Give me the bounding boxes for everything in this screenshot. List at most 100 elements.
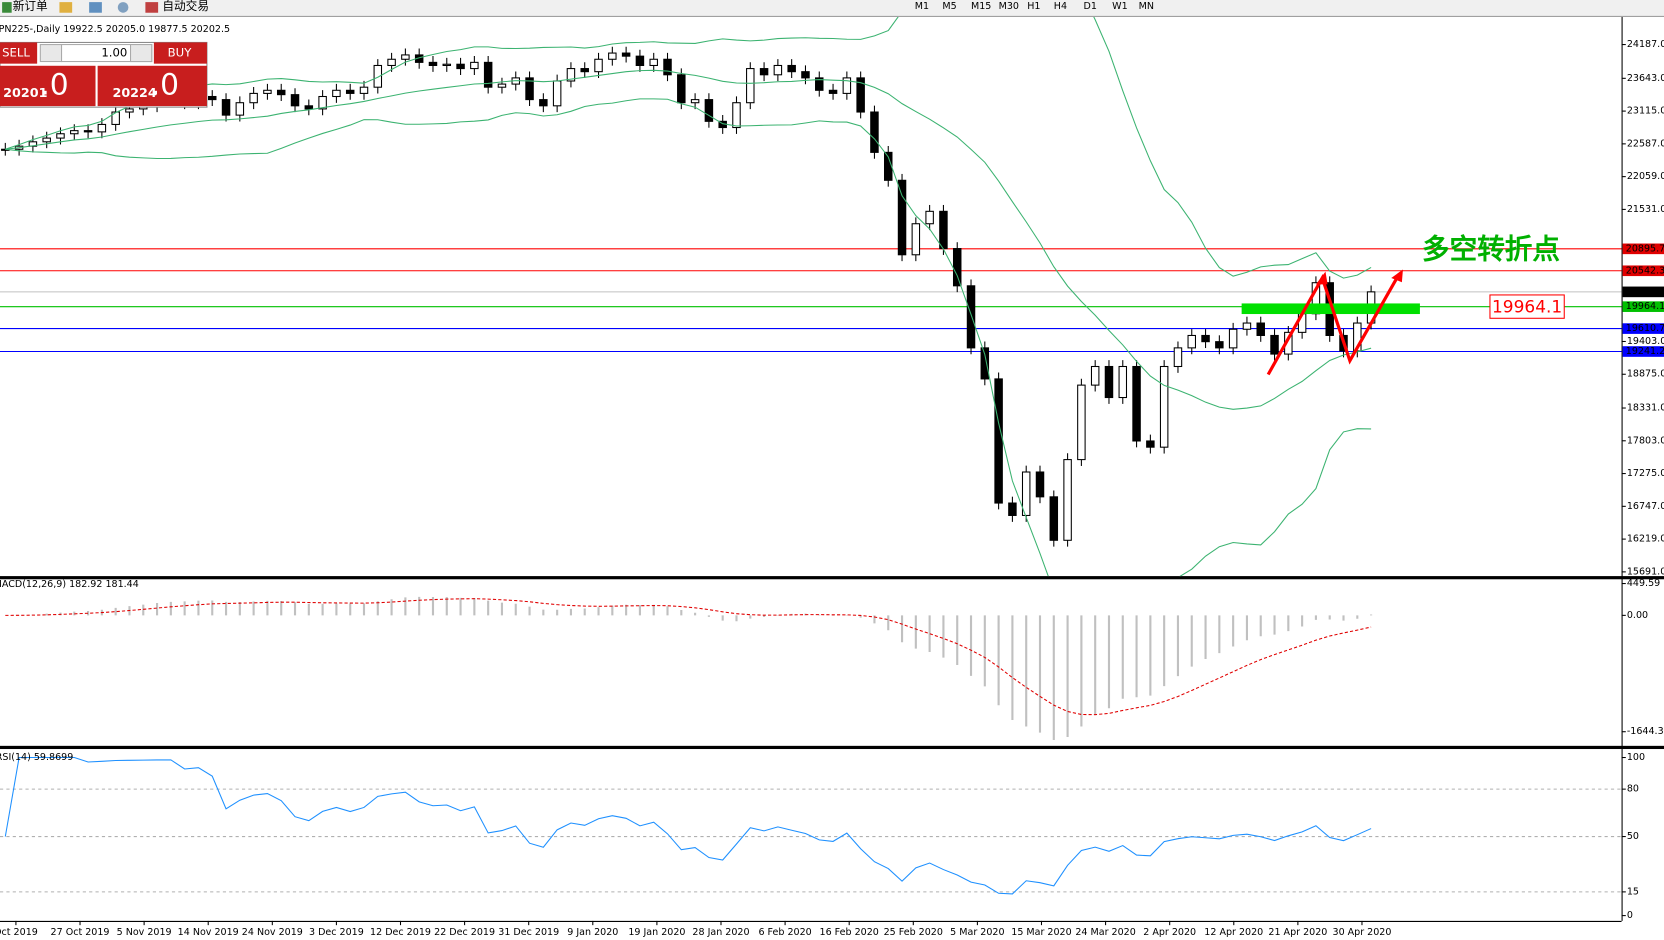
candle — [801, 71, 810, 79]
candle — [566, 68, 576, 82]
macd-label: MACD(12,26,9) 182.92 181.44 — [0, 579, 139, 590]
y-tick-label: -1644.35 — [1627, 726, 1664, 737]
candle — [635, 55, 645, 67]
x-tick-label: 31 Dec 2019 — [498, 927, 559, 938]
level-note: 19964.1 — [1492, 298, 1562, 318]
sell-price-box[interactable] — [0, 65, 96, 107]
highlight-zone — [1241, 303, 1420, 315]
y-tick-label: 19403.0 — [1627, 336, 1664, 347]
candle — [815, 77, 824, 91]
candle — [1090, 365, 1100, 386]
level-label: 20895.7 — [1626, 243, 1664, 254]
rsi-line — [4, 756, 1372, 895]
panel-separator — [0, 576, 1664, 580]
timeframe-button[interactable]: M15 — [971, 1, 991, 12]
buy-button[interactable] — [153, 42, 207, 64]
bollinger-band — [5, 98, 1372, 577]
y-tick-label: 15691.0 — [1627, 566, 1664, 577]
timeframe-button[interactable]: D1 — [1084, 1, 1097, 12]
buy-price-box[interactable] — [97, 65, 207, 107]
new-order-button[interactable]: 新订单 — [13, 0, 48, 13]
candle — [870, 111, 879, 153]
candle — [208, 95, 217, 101]
buy-price: 20224 — [112, 86, 156, 101]
macd-plot — [5, 596, 1373, 740]
bollinger-band — [5, 16, 1372, 279]
candle — [1270, 334, 1279, 355]
timeframe-button[interactable]: M30 — [999, 1, 1019, 12]
annotation: 多空转折点 — [1422, 232, 1560, 265]
candle — [83, 130, 93, 133]
icon — [2, 2, 12, 13]
x-tick-label: 14 Nov 2019 — [178, 927, 239, 938]
candle — [428, 61, 438, 67]
auto-trading-button[interactable]: 自动交易 — [162, 0, 209, 13]
candle — [994, 378, 1003, 504]
toolbar — [0, 0, 1664, 16]
icon — [89, 2, 102, 13]
candle — [456, 63, 465, 70]
timeframe-button[interactable]: H1 — [1027, 1, 1040, 12]
candle — [1104, 365, 1114, 399]
candle — [359, 86, 369, 94]
level-box — [1622, 265, 1664, 277]
timeframe-button[interactable]: H4 — [1054, 1, 1067, 12]
candle — [1256, 322, 1265, 336]
candle — [856, 77, 865, 113]
x-tick-label: 15 Mar 2020 — [1011, 927, 1071, 938]
candle — [732, 102, 741, 129]
timeframe-button[interactable]: MN — [1139, 1, 1154, 12]
icon — [145, 2, 159, 13]
candle — [1353, 322, 1362, 352]
timeframe-button[interactable]: M5 — [942, 1, 956, 12]
candle — [318, 95, 327, 110]
y-tick-label: 50 — [1627, 831, 1639, 842]
candle — [263, 89, 272, 94]
candle — [621, 52, 631, 57]
candle — [497, 83, 507, 88]
y-tick-label: 449.59 — [1627, 578, 1660, 589]
sell-button[interactable] — [0, 42, 38, 64]
candle — [1132, 365, 1141, 442]
lots-down[interactable] — [39, 44, 63, 63]
candle — [966, 285, 976, 349]
candle — [552, 80, 562, 107]
candle — [332, 89, 341, 98]
candle — [787, 64, 796, 73]
y-tick-label: 23115.0 — [1627, 106, 1664, 117]
x-tick-label: Oct 2019 — [0, 927, 38, 938]
candle — [525, 77, 534, 101]
timeframe-button[interactable]: W1 — [1112, 1, 1128, 12]
y-tick-label: 80 — [1627, 784, 1639, 795]
y-tick-label: 22587.0 — [1627, 138, 1664, 149]
candle — [580, 68, 589, 73]
timeframe-button[interactable]: M1 — [915, 1, 929, 12]
candle — [1049, 496, 1059, 541]
x-tick-label: 24 Nov 2019 — [242, 927, 303, 938]
x-tick-label: 24 Mar 2020 — [1075, 927, 1135, 938]
lots-up[interactable] — [130, 44, 153, 63]
rsi-plot — [0, 756, 1622, 895]
candle — [1159, 365, 1169, 448]
timeframe-bar: M1 M5 M15 M30 H1 H4 D1 W1 MN — [915, 1, 1154, 12]
candle — [594, 58, 603, 73]
candle — [759, 68, 769, 76]
x-tick-label: 16 Feb 2020 — [820, 927, 879, 938]
candle — [939, 210, 948, 250]
x-tick-label: 3 Dec 2019 — [309, 927, 364, 938]
candle — [1008, 502, 1017, 516]
y-tick-label: 16747.0 — [1627, 501, 1664, 512]
one-click-trading: SELL 1.00 BUY 20201 .0 20224 .0 — [0, 41, 208, 108]
candle — [56, 133, 65, 139]
lots-value: 1.00 — [101, 46, 127, 60]
level-label: 19964.1 — [1626, 301, 1664, 312]
y-tick-label: 17275.0 — [1627, 468, 1664, 479]
candle — [276, 89, 286, 96]
candle — [387, 58, 396, 67]
y-tick-label: 24187.0 — [1627, 39, 1664, 50]
rsi-label: RSI(14) 59.8699 — [0, 752, 73, 763]
y-tick-label: 23643.0 — [1627, 73, 1664, 84]
candle — [842, 77, 852, 94]
candle — [925, 210, 934, 225]
price-plot — [0, 16, 1622, 577]
